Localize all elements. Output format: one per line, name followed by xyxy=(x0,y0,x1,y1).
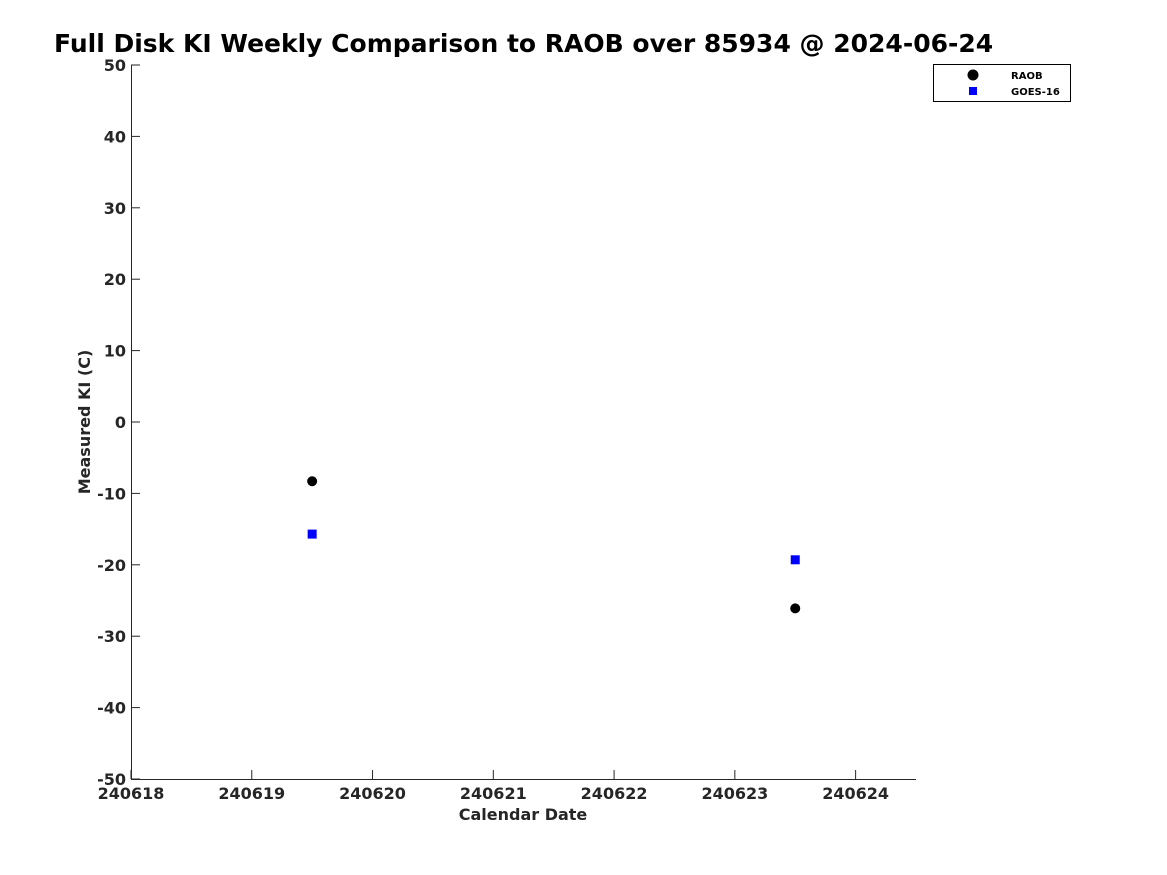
y-tick-label: 40 xyxy=(104,127,126,146)
x-tick-label: 240624 xyxy=(822,784,889,803)
plot-points xyxy=(307,476,801,614)
y-tick-label: 30 xyxy=(104,199,126,218)
y-axis-label: Measured KI (C) xyxy=(75,350,94,495)
chart-title: Full Disk KI Weekly Comparison to RAOB o… xyxy=(54,29,993,58)
axes xyxy=(131,65,916,780)
x-tick-label: 240623 xyxy=(701,784,768,803)
y-tick-label: 10 xyxy=(104,342,126,361)
legend-marker-raob xyxy=(967,69,979,81)
y-tick-label: 0 xyxy=(115,413,126,432)
x-tick-label: 240622 xyxy=(581,784,648,803)
legend-label-raob: RAOB xyxy=(1011,71,1043,82)
x-axis-label: Calendar Date xyxy=(459,805,588,824)
y-tick-label: -40 xyxy=(97,699,126,718)
raob-point xyxy=(307,476,318,487)
x-tick-label: 240618 xyxy=(98,784,165,803)
legend-marker-goes-16 xyxy=(969,87,977,95)
x-tick-label: 240620 xyxy=(339,784,406,803)
x-ticks: 240618 240619 240620 240621 240622 240623 2406… xyxy=(98,770,889,803)
raob-point xyxy=(790,603,801,614)
legend-entries: RAOB GOES-16 xyxy=(967,69,1060,98)
y-tick-label: -20 xyxy=(97,556,126,575)
y-tick-label: -50 xyxy=(97,770,126,789)
x-tick-label: 240619 xyxy=(218,784,285,803)
x-tick-label: 240621 xyxy=(460,784,527,803)
legend-box xyxy=(933,64,1071,102)
goes-16-point xyxy=(790,555,800,565)
y-tick-label: -30 xyxy=(97,627,126,646)
legend-label-goes-16: GOES-16 xyxy=(1011,87,1060,98)
y-tick-label: -10 xyxy=(97,484,126,503)
goes-16-point xyxy=(307,529,317,539)
legend: RAOB GOES-16 xyxy=(933,64,1071,102)
y-tick-label: 20 xyxy=(104,270,126,289)
y-tick-label: 50 xyxy=(104,56,126,75)
y-ticks: 50 40 30 20 10 0 -10 -20 -30 -40 -50 xyxy=(97,56,140,789)
